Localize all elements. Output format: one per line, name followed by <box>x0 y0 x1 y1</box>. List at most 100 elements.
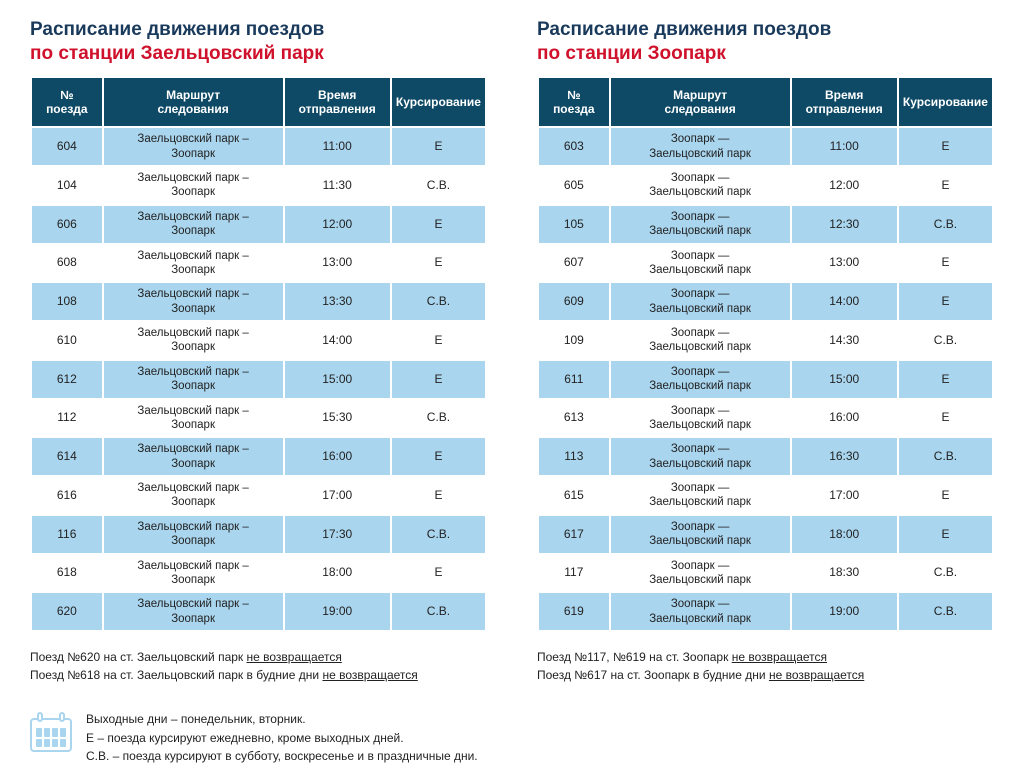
col-header: Курсирование <box>899 78 992 127</box>
cell-n: 105 <box>539 206 609 243</box>
table-row: 615Зоопарк —Заельцовский парк17:00Е <box>539 477 992 514</box>
cell-route: Зоопарк —Заельцовский парк <box>611 361 790 398</box>
cell-k: Е <box>392 206 485 243</box>
cell-n: 109 <box>539 322 609 359</box>
cell-time: 17:00 <box>285 477 390 514</box>
table-row: 610Заельцовский парк –Зоопарк14:00Е <box>32 322 485 359</box>
cell-k: Е <box>899 167 992 204</box>
table-row: 620Заельцовский парк –Зоопарк19:00С.В. <box>32 593 485 630</box>
cell-n: 617 <box>539 516 609 553</box>
cell-route: Заельцовский парк –Зоопарк <box>104 167 283 204</box>
col-header: №поезда <box>539 78 609 127</box>
cell-time: 16:30 <box>792 438 897 475</box>
cell-time: 17:30 <box>285 516 390 553</box>
cell-k: Е <box>392 128 485 165</box>
cell-n: 613 <box>539 400 609 437</box>
cell-k: С.В. <box>899 555 992 592</box>
cell-time: 11:00 <box>792 128 897 165</box>
table-row: 607Зоопарк —Заельцовский парк13:00Е <box>539 245 992 282</box>
cell-route: Заельцовский парк –Зоопарк <box>104 438 283 475</box>
cell-k: С.В. <box>899 322 992 359</box>
col-header: Маршрутследования <box>104 78 283 127</box>
col-header: Времяотправления <box>792 78 897 127</box>
left-notes: Поезд №620 на ст. Заельцовский парк не в… <box>30 648 487 684</box>
cell-time: 18:00 <box>285 555 390 592</box>
cell-time: 14:00 <box>285 322 390 359</box>
table-row: 104Заельцовский парк –Зоопарк11:30С.В. <box>32 167 485 204</box>
cell-n: 608 <box>32 245 102 282</box>
cell-n: 612 <box>32 361 102 398</box>
cell-n: 610 <box>32 322 102 359</box>
cell-time: 15:00 <box>792 361 897 398</box>
cell-time: 13:00 <box>285 245 390 282</box>
table-row: 612Заельцовский парк –Зоопарк15:00Е <box>32 361 485 398</box>
table-row: 614Заельцовский парк –Зоопарк16:00Е <box>32 438 485 475</box>
cell-time: 19:00 <box>792 593 897 630</box>
cell-k: Е <box>899 400 992 437</box>
cell-route: Зоопарк —Заельцовский парк <box>611 128 790 165</box>
cell-route: Зоопарк —Заельцовский парк <box>611 167 790 204</box>
col-header: Маршрутследования <box>611 78 790 127</box>
cell-k: Е <box>899 361 992 398</box>
left-title-line1: Расписание движения поездов <box>30 18 487 42</box>
cell-time: 18:00 <box>792 516 897 553</box>
table-row: 108Заельцовский парк –Зоопарк13:30С.В. <box>32 283 485 320</box>
legend-text: Выходные дни – понедельник, вторник. Е –… <box>86 710 478 766</box>
cell-time: 15:30 <box>285 400 390 437</box>
cell-time: 11:30 <box>285 167 390 204</box>
table-row: 618Заельцовский парк –Зоопарк18:00Е <box>32 555 485 592</box>
cell-route: Заельцовский парк –Зоопарк <box>104 516 283 553</box>
cell-route: Заельцовский парк –Зоопарк <box>104 283 283 320</box>
table-row: 608Заельцовский парк –Зоопарк13:00Е <box>32 245 485 282</box>
right-title-line2: по станции Зоопарк <box>537 42 994 66</box>
cell-k: Е <box>392 322 485 359</box>
cell-n: 112 <box>32 400 102 437</box>
cell-n: 615 <box>539 477 609 514</box>
cell-time: 15:00 <box>285 361 390 398</box>
cell-route: Заельцовский парк –Зоопарк <box>104 555 283 592</box>
table-row: 603Зоопарк —Заельцовский парк11:00Е <box>539 128 992 165</box>
table-row: 619Зоопарк —Заельцовский парк19:00С.В. <box>539 593 992 630</box>
table-row: 105Зоопарк —Заельцовский парк12:30С.В. <box>539 206 992 243</box>
cell-k: Е <box>899 283 992 320</box>
table-row: 616Заельцовский парк –Зоопарк17:00Е <box>32 477 485 514</box>
cell-n: 619 <box>539 593 609 630</box>
cell-n: 113 <box>539 438 609 475</box>
table-row: 109Зоопарк —Заельцовский парк14:30С.В. <box>539 322 992 359</box>
right-notes: Поезд №117, №619 на ст. Зоопарк не возвр… <box>537 648 994 684</box>
cell-time: 12:00 <box>792 167 897 204</box>
cell-route: Заельцовский парк –Зоопарк <box>104 361 283 398</box>
cell-route: Заельцовский парк –Зоопарк <box>104 245 283 282</box>
cell-k: Е <box>899 128 992 165</box>
cell-n: 116 <box>32 516 102 553</box>
cell-k: Е <box>899 516 992 553</box>
cell-time: 17:00 <box>792 477 897 514</box>
cell-k: С.В. <box>392 593 485 630</box>
cell-n: 606 <box>32 206 102 243</box>
col-header: Курсирование <box>392 78 485 127</box>
cell-time: 12:30 <box>792 206 897 243</box>
calendar-icon <box>30 712 72 752</box>
cell-route: Зоопарк —Заельцовский парк <box>611 322 790 359</box>
cell-time: 13:30 <box>285 283 390 320</box>
cell-time: 16:00 <box>285 438 390 475</box>
cell-time: 16:00 <box>792 400 897 437</box>
table-row: 606Заельцовский парк –Зоопарк12:00Е <box>32 206 485 243</box>
cell-k: С.В. <box>899 593 992 630</box>
cell-route: Зоопарк —Заельцовский парк <box>611 400 790 437</box>
cell-route: Заельцовский парк –Зоопарк <box>104 477 283 514</box>
cell-route: Заельцовский парк –Зоопарк <box>104 128 283 165</box>
cell-n: 620 <box>32 593 102 630</box>
cell-route: Зоопарк —Заельцовский парк <box>611 245 790 282</box>
table-row: 611Зоопарк —Заельцовский парк15:00Е <box>539 361 992 398</box>
cell-n: 609 <box>539 283 609 320</box>
left-table: №поездаМаршрутследованияВремяотправления… <box>30 76 487 633</box>
cell-k: Е <box>392 555 485 592</box>
cell-k: С.В. <box>392 167 485 204</box>
cell-k: Е <box>392 477 485 514</box>
right-title-line1: Расписание движения поездов <box>537 18 994 42</box>
cell-k: С.В. <box>392 283 485 320</box>
cell-time: 14:30 <box>792 322 897 359</box>
cell-route: Зоопарк —Заельцовский парк <box>611 593 790 630</box>
left-schedule: Расписание движения поездов по станции З… <box>30 18 487 684</box>
